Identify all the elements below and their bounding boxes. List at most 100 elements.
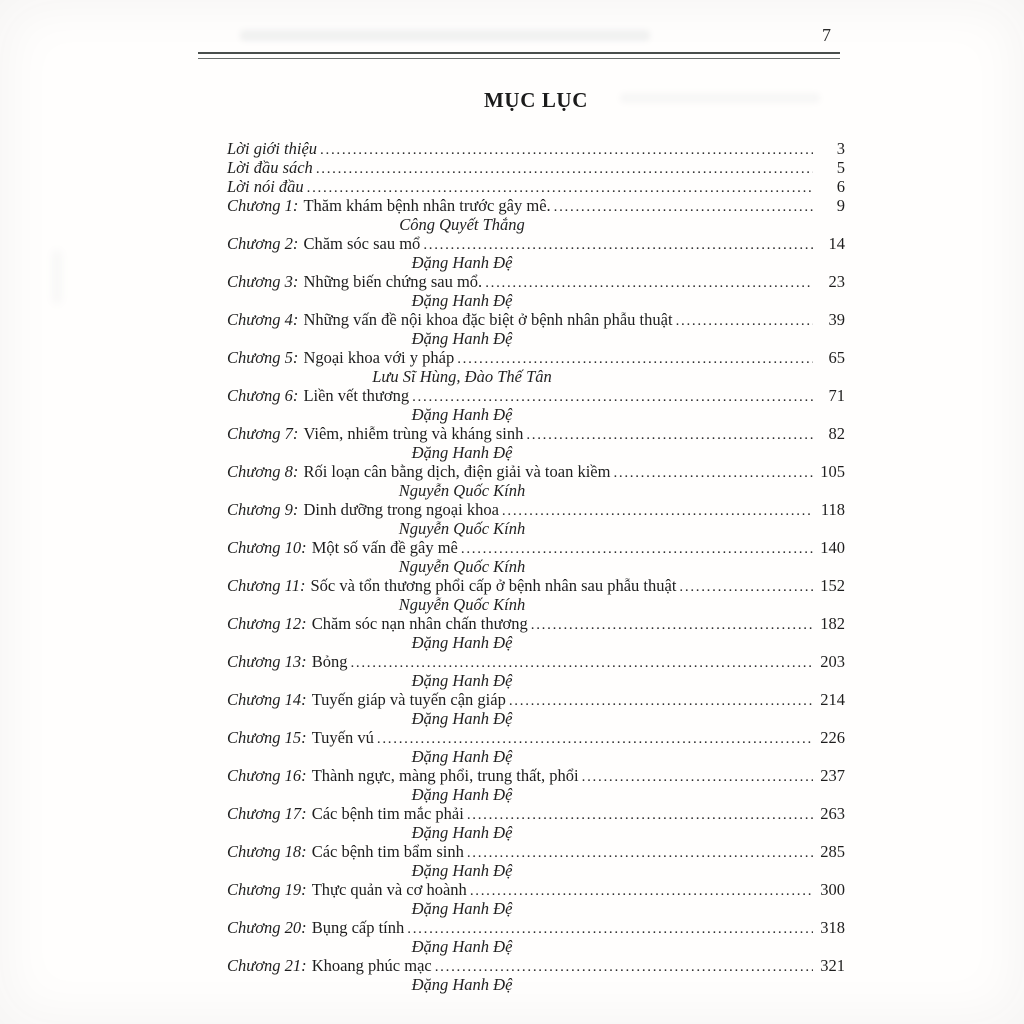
chapter-label: Chương 19: xyxy=(227,880,307,899)
entry-page-number: 5 xyxy=(836,158,845,177)
chapter-page-number: 237 xyxy=(820,766,845,785)
toc-chapter-entry: Chương 21: Khoang phúc mạc 321 Đặng Hanh… xyxy=(227,956,845,994)
dot-leader xyxy=(377,728,813,748)
header-rule xyxy=(198,52,840,59)
chapter-title: Thực quản và cơ hoành xyxy=(311,880,467,899)
chapter-row: Chương 5: Ngoại khoa với y pháp 65 xyxy=(227,348,845,367)
chapter-label: Chương 12: xyxy=(227,614,307,633)
chapter-row: Chương 4: Những vấn đề nội khoa đặc biệt… xyxy=(227,310,845,329)
dot-leader xyxy=(679,576,813,596)
chapter-title: Chăm sóc sau mổ xyxy=(303,234,421,253)
chapter-label: Chương 3: xyxy=(227,272,299,291)
chapter-row: Chương 2: Chăm sóc sau mổ 14 xyxy=(227,234,845,253)
chapter-label: Chương 6: xyxy=(227,386,299,405)
chapter-page-number: 321 xyxy=(820,956,845,975)
toc-title: MỤC LỤC xyxy=(484,88,588,112)
chapter-page-number: 263 xyxy=(820,804,845,823)
chapter-page-number: 65 xyxy=(828,348,846,367)
chapter-author: Đặng Hanh Đệ xyxy=(411,633,513,652)
chapter-row: Chương 20: Bụng cấp tính 318 xyxy=(227,918,845,937)
chapter-row: Chương 19: Thực quản và cơ hoành 300 xyxy=(227,880,845,899)
dot-leader xyxy=(350,652,813,672)
entry-page-number: 6 xyxy=(836,177,845,196)
chapter-title: Tuyến giáp và tuyến cận giáp xyxy=(311,690,506,709)
toc-chapter-entry: Chương 20: Bụng cấp tính 318 Đặng Hanh Đ… xyxy=(227,918,845,956)
chapter-page-number: 39 xyxy=(828,310,846,329)
chapter-author: Nguyễn Quốc Kính xyxy=(398,595,526,614)
dot-leader xyxy=(502,500,813,520)
dot-leader xyxy=(412,386,813,406)
chapter-label: Chương 7: xyxy=(227,424,299,443)
toc-chapter-entry: Chương 12: Chăm sóc nạn nhân chấn thương… xyxy=(227,614,845,652)
dot-leader xyxy=(554,196,813,216)
toc-chapter-entry: Chương 19: Thực quản và cơ hoành 300 Đặn… xyxy=(227,880,845,918)
chapter-title: Những vấn đề nội khoa đặc biệt ở bệnh nh… xyxy=(303,310,673,329)
ink-bleed-artifact xyxy=(52,250,62,304)
page-number: 7 xyxy=(822,25,832,45)
chapter-title: Các bệnh tim bẩm sinh xyxy=(311,842,464,861)
dot-leader xyxy=(485,272,813,292)
chapter-author: Đặng Hanh Đệ xyxy=(411,671,513,690)
chapter-row: Chương 12: Chăm sóc nạn nhân chấn thương… xyxy=(227,614,845,633)
chapter-title: Thành ngực, màng phổi, trung thất, phổi xyxy=(311,766,579,785)
chapter-row: Chương 10: Một số vấn đề gây mê 140 xyxy=(227,538,845,557)
chapter-row: Chương 17: Các bệnh tim mắc phải 263 xyxy=(227,804,845,823)
chapter-title: Viêm, nhiễm trùng và kháng sinh xyxy=(303,424,524,443)
chapter-row: Chương 9: Dinh dưỡng trong ngoại khoa 11… xyxy=(227,500,845,519)
chapter-author: Đặng Hanh Đệ xyxy=(411,709,513,728)
chapter-author: Đặng Hanh Đệ xyxy=(411,899,513,918)
chapter-label: Chương 2: xyxy=(227,234,299,253)
dot-leader xyxy=(435,956,813,976)
toc-chapter-entry: Chương 10: Một số vấn đề gây mê 140 Nguy… xyxy=(227,538,845,576)
chapter-author: Đặng Hanh Đệ xyxy=(411,861,513,880)
entry-label: Lời nói đầu xyxy=(227,177,304,196)
dot-leader xyxy=(320,139,813,159)
chapter-page-number: 23 xyxy=(828,272,846,291)
chapter-row: Chương 15: Tuyến vú 226 xyxy=(227,728,845,747)
dot-leader xyxy=(531,614,813,634)
chapter-row: Chương 21: Khoang phúc mạc 321 xyxy=(227,956,845,975)
chapter-page-number: 71 xyxy=(828,386,846,405)
entry-label: Lời giới thiệu xyxy=(227,139,318,158)
chapter-page-number: 300 xyxy=(820,880,845,899)
dot-leader xyxy=(509,690,813,710)
toc-chapter-entry: Chương 13: Bỏng 203 Đặng Hanh Đệ xyxy=(227,652,845,690)
chapter-label: Chương 20: xyxy=(227,918,307,937)
chapter-label: Chương 4: xyxy=(227,310,299,329)
chapter-label: Chương 9: xyxy=(227,500,299,519)
dot-leader xyxy=(423,234,813,254)
chapter-title: Thăm khám bệnh nhân trước gây mê. xyxy=(303,196,551,215)
toc-chapter-entry: Chương 7: Viêm, nhiễm trùng và kháng sin… xyxy=(227,424,845,462)
dot-leader xyxy=(461,538,813,558)
chapter-title: Sốc và tổn thương phổi cấp ở bệnh nhân s… xyxy=(310,576,677,595)
toc-chapter-entry: Chương 8: Rối loạn cân bằng dịch, điện g… xyxy=(227,462,845,500)
toc-chapter-entry: Chương 3: Những biến chứng sau mổ. 23 Đặ… xyxy=(227,272,845,310)
chapter-author: Công Quyết Thắng xyxy=(399,215,525,234)
chapter-row: Chương 6: Liền vết thương 71 xyxy=(227,386,845,405)
dot-leader xyxy=(307,177,813,197)
chapter-author: Đặng Hanh Đệ xyxy=(411,785,513,804)
chapter-author: Đặng Hanh Đệ xyxy=(411,823,513,842)
chapter-page-number: 105 xyxy=(820,462,845,481)
entry-page-number: 3 xyxy=(836,139,845,158)
chapter-row: Chương 16: Thành ngực, màng phổi, trung … xyxy=(227,766,845,785)
ink-bleed-artifact xyxy=(240,30,650,41)
chapter-label: Chương 11: xyxy=(227,576,306,595)
chapter-page-number: 9 xyxy=(836,196,845,215)
chapter-title: Chăm sóc nạn nhân chấn thương xyxy=(311,614,528,633)
chapter-page-number: 152 xyxy=(820,576,845,595)
chapter-author: Lưu Sĩ Hùng, Đào Thế Tân xyxy=(372,367,552,386)
chapter-title: Những biến chứng sau mổ. xyxy=(303,272,483,291)
chapter-page-number: 140 xyxy=(820,538,845,557)
chapter-author: Đặng Hanh Đệ xyxy=(411,975,513,994)
chapter-page-number: 118 xyxy=(820,500,845,519)
chapter-label: Chương 5: xyxy=(227,348,299,367)
toc-chapter-entry: Chương 15: Tuyến vú 226 Đặng Hanh Đệ xyxy=(227,728,845,766)
chapter-row: Chương 18: Các bệnh tim bẩm sinh 285 xyxy=(227,842,845,861)
chapter-author: Đặng Hanh Đệ xyxy=(411,405,513,424)
chapter-author: Đặng Hanh Đệ xyxy=(411,937,513,956)
chapter-title: Bụng cấp tính xyxy=(311,918,405,937)
toc-chapter-entry: Chương 11: Sốc và tổn thương phổi cấp ở … xyxy=(227,576,845,614)
toc-chapter-entry: Chương 4: Những vấn đề nội khoa đặc biệt… xyxy=(227,310,845,348)
